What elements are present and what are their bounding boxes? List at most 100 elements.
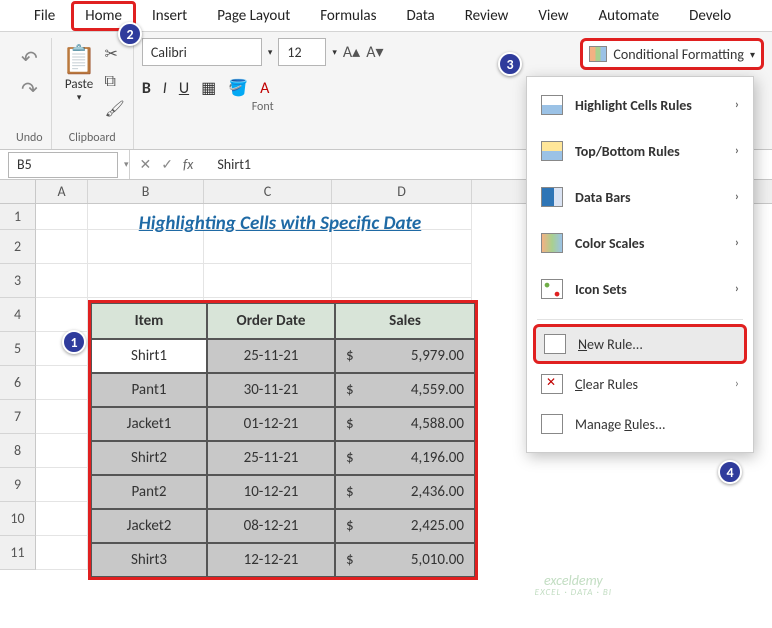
menu-manage-rules[interactable]: Manage Rules...: [527, 404, 753, 444]
header-date: Order Date: [207, 303, 335, 339]
table-row[interactable]: Jacket208-12-21$2,425.00: [91, 509, 475, 543]
cell-item[interactable]: Pant2: [91, 475, 207, 509]
cell-sales[interactable]: $2,425.00: [335, 509, 475, 543]
col-header-d[interactable]: D: [332, 180, 472, 203]
menu-item[interactable]: Color Scales›: [527, 223, 753, 263]
ribbon-tabs: File Home Insert Page Layout Formulas Da…: [0, 0, 772, 32]
cell-item[interactable]: Jacket1: [91, 407, 207, 441]
cell-item[interactable]: Shirt1: [91, 339, 207, 373]
table-row[interactable]: Shirt225-11-21$4,196.00: [91, 441, 475, 475]
grow-font-icon[interactable]: A▴: [343, 42, 360, 62]
undo-icon[interactable]: ↶: [21, 46, 38, 71]
row-header[interactable]: 3: [0, 264, 36, 298]
copy-icon[interactable]: ⧉: [105, 72, 125, 91]
fx-icon[interactable]: fx: [183, 156, 193, 173]
row-header[interactable]: 8: [0, 434, 36, 468]
header-sales: Sales: [335, 303, 475, 339]
cell-sales[interactable]: $4,588.00: [335, 407, 475, 441]
tab-formulas[interactable]: Formulas: [306, 1, 390, 31]
menu-item-label: Highlight Cells Rules: [575, 97, 692, 114]
paste-button[interactable]: 📋 Paste ▾: [60, 38, 99, 107]
cell-item[interactable]: Shirt2: [91, 441, 207, 475]
table-row[interactable]: Jacket101-12-21$4,588.00: [91, 407, 475, 441]
cell-date[interactable]: 10-12-21: [207, 475, 335, 509]
underline-button[interactable]: U: [179, 79, 189, 98]
cell-sales[interactable]: $4,559.00: [335, 373, 475, 407]
table-body: Shirt125-11-21$5,979.00Pant130-11-21$4,5…: [91, 339, 475, 577]
name-box[interactable]: B5: [8, 152, 118, 178]
font-color-button[interactable]: A: [260, 79, 269, 98]
row-header[interactable]: 7: [0, 400, 36, 434]
row-header[interactable]: 11: [0, 536, 36, 570]
table-row[interactable]: Pant210-12-21$2,436.00: [91, 475, 475, 509]
menu-item[interactable]: Icon Sets›: [527, 269, 753, 309]
cancel-icon[interactable]: ✕: [140, 156, 152, 173]
chevron-right-icon: ›: [735, 282, 739, 296]
menu-item[interactable]: Top/Bottom Rules›: [527, 131, 753, 171]
enter-icon[interactable]: ✓: [161, 156, 173, 173]
tab-data[interactable]: Data: [392, 1, 448, 31]
cell-sales[interactable]: $5,979.00: [335, 339, 475, 373]
row-header[interactable]: 5: [0, 332, 36, 366]
select-all-corner[interactable]: [0, 180, 36, 203]
chevron-down-icon[interactable]: ▾: [332, 47, 337, 58]
row-header[interactable]: 2: [0, 230, 36, 264]
tab-developer[interactable]: Develo: [675, 1, 745, 31]
tab-page-layout[interactable]: Page Layout: [203, 1, 304, 31]
chevron-right-icon: ›: [735, 236, 739, 250]
menu-item[interactable]: Highlight Cells Rules›: [527, 85, 753, 125]
cell-date[interactable]: 01-12-21: [207, 407, 335, 441]
row-header[interactable]: 6: [0, 366, 36, 400]
row-header[interactable]: 1: [0, 204, 36, 230]
cell-date[interactable]: 25-11-21: [207, 441, 335, 475]
conditional-formatting-button[interactable]: Conditional Formatting ▾: [580, 38, 764, 70]
border-button[interactable]: ▦: [201, 78, 216, 98]
cell-sales[interactable]: $4,196.00: [335, 441, 475, 475]
formula-value[interactable]: Shirt1: [203, 156, 251, 173]
cell-date[interactable]: 12-12-21: [207, 543, 335, 577]
cut-icon[interactable]: ✂: [105, 44, 125, 64]
shrink-font-icon[interactable]: A▾: [366, 42, 383, 62]
font-name-select[interactable]: Calibri: [142, 38, 262, 66]
tab-review[interactable]: Review: [451, 1, 523, 31]
cell-date[interactable]: 25-11-21: [207, 339, 335, 373]
menu-new-rule[interactable]: New Rule...: [533, 324, 747, 364]
cell-sales[interactable]: $5,010.00: [335, 543, 475, 577]
callout-badge-1: 1: [62, 330, 86, 354]
bold-button[interactable]: B: [142, 79, 151, 98]
cell-item[interactable]: Jacket2: [91, 509, 207, 543]
callout-badge-3: 3: [498, 52, 522, 76]
italic-button[interactable]: I: [163, 79, 167, 98]
redo-icon[interactable]: ↷: [21, 77, 38, 102]
row-header[interactable]: 4: [0, 298, 36, 332]
col-header-c[interactable]: C: [204, 180, 332, 203]
cell-item[interactable]: Shirt3: [91, 543, 207, 577]
menu-item[interactable]: Data Bars›: [527, 177, 753, 217]
table-row[interactable]: Shirt312-12-21$5,010.00: [91, 543, 475, 577]
menu-item-icon: [541, 95, 563, 115]
chevron-down-icon[interactable]: ▾: [268, 47, 273, 58]
tab-automate[interactable]: Automate: [584, 1, 673, 31]
row-header[interactable]: 10: [0, 502, 36, 536]
conditional-formatting-icon: [589, 46, 607, 62]
conditional-formatting-label: Conditional Formatting: [613, 46, 744, 63]
cell-date[interactable]: 08-12-21: [207, 509, 335, 543]
table-row[interactable]: Pant130-11-21$4,559.00: [91, 373, 475, 407]
tab-file[interactable]: File: [20, 1, 69, 31]
cell-date[interactable]: 30-11-21: [207, 373, 335, 407]
menu-separator: [537, 319, 743, 320]
cell-sales[interactable]: $2,436.00: [335, 475, 475, 509]
col-header-b[interactable]: B: [88, 180, 204, 203]
menu-item-icon: [541, 233, 563, 253]
cell-item[interactable]: Pant1: [91, 373, 207, 407]
table-row[interactable]: Shirt125-11-21$5,979.00: [91, 339, 475, 373]
format-painter-icon[interactable]: 🖌: [105, 99, 125, 119]
col-header-a[interactable]: A: [36, 180, 88, 203]
row-header[interactable]: 9: [0, 468, 36, 502]
font-size-select[interactable]: 12: [278, 38, 326, 66]
fill-color-button[interactable]: 🪣: [228, 78, 248, 98]
chevron-right-icon: ›: [735, 144, 739, 158]
menu-clear-rules[interactable]: Clear Rules ›: [527, 364, 753, 404]
tab-insert[interactable]: Insert: [138, 1, 201, 31]
tab-view[interactable]: View: [524, 1, 582, 31]
